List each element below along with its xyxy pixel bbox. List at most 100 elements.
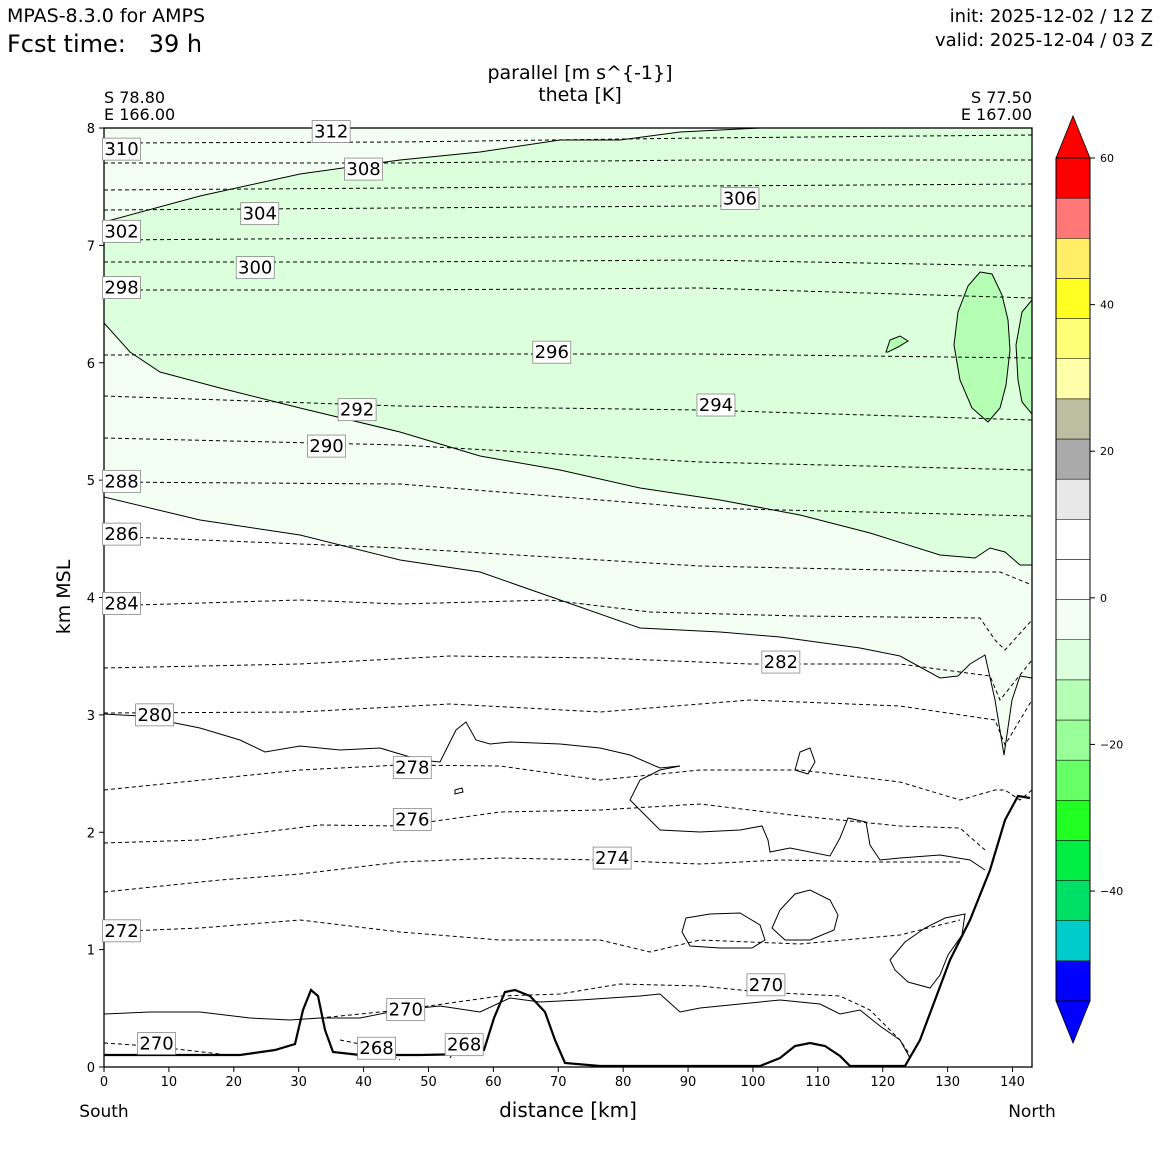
theta-label-box [102,219,141,243]
theta-label-box [761,650,801,674]
theta-label: 308 [344,157,383,181]
theta-label: 286 [102,522,141,546]
theta-label-text: 270 [749,975,783,996]
theta-label-box [102,469,141,493]
colorbar-tick-label: 20 [1100,445,1114,458]
colorbar-segment [1055,519,1091,560]
theta-label: 302 [102,219,141,243]
y-tick-label: 2 [87,826,95,841]
theta-label-text: 290 [309,436,343,457]
colorbar-segment [1055,278,1091,319]
theta-label-box [337,398,377,422]
theta-label-box [102,276,141,299]
theta-label: 268 [444,1033,484,1057]
theta-label-text: 296 [535,342,569,363]
wind-fill-strong-blob [953,271,1011,423]
theta-label: 268 [357,1036,396,1060]
colorbar-tick-label: −20 [1100,738,1123,751]
colorbar-segment [1055,197,1091,239]
colorbar-extend-min [1055,1000,1091,1045]
x-tick-label: 20 [226,1075,243,1090]
theta-label: 284 [102,592,141,615]
theta-label: 298 [102,276,141,299]
theta-label-text: 268 [359,1038,393,1059]
theta-label-text: 308 [346,159,380,180]
y-tick-label: 5 [87,474,95,489]
north-direction-label: North [1008,1102,1056,1122]
theta-label-box [392,756,432,780]
x-tick-label: 40 [355,1075,372,1090]
x-tick-label: 100 [741,1075,766,1090]
y-tick-label: 6 [87,357,95,372]
right-longitude-label: E 167.00 [961,105,1032,124]
y-axis-label: km MSL [53,559,75,634]
theta-label: 282 [761,650,801,674]
theta-label: 270 [137,1032,176,1055]
right-latitude-label: S 77.50 [971,88,1032,107]
theta-label-text: 310 [104,139,138,160]
theta-label-box [307,434,346,458]
theta-label-box [240,202,280,226]
x-tick-label: 50 [420,1075,437,1090]
x-tick-label: 10 [161,1075,178,1090]
theta-label: 278 [392,756,432,780]
theta-label-text: 294 [699,395,733,416]
colorbar-segment [1055,840,1091,881]
y-tick-label: 0 [87,1061,95,1076]
x-tick-label: 80 [615,1075,632,1090]
theta-label: 288 [102,469,141,493]
theta-label: 290 [307,434,346,458]
colorbar-segment [1055,759,1091,801]
theta-label-box [746,973,786,997]
theta-label-text: 282 [764,652,798,673]
x-tick-label: 60 [485,1075,502,1090]
theta-label-box [135,703,174,727]
theta-label: 280 [135,703,174,727]
theta-label-box [357,1036,396,1060]
south-direction-label: South [79,1102,128,1122]
theta-label-box [102,137,141,161]
theta-label: 294 [696,393,736,417]
theta-label-text: 278 [395,758,429,779]
theta-label-box [235,256,275,280]
colorbar-segment [1055,438,1091,480]
theta-label: 274 [592,846,632,870]
y-axis: 0 1 2 3 4 5 6 7 8 [87,122,104,1076]
theta-label-box [311,120,351,143]
colorbar-segment [1055,679,1091,721]
colorbar-segment [1055,559,1091,600]
theta-label-text: 276 [395,809,429,830]
x-tick-label: 120 [870,1075,895,1090]
wind-fill-strong-edge [1015,299,1032,415]
colorbar-segment [1055,157,1091,199]
theta-label-text: 274 [595,848,629,869]
colorbar-tick-label: −40 [1100,885,1123,898]
plot-area [104,128,1032,1067]
theta-label-box [532,340,572,364]
x-tick-label: 0 [100,1075,108,1090]
theta-label: 300 [235,256,275,280]
theta-label-box [386,998,426,1021]
x-tick-label: 70 [550,1075,567,1090]
x-axis: 0 10 20 30 40 50 60 70 80 90 100 110 120 130 140 [100,1067,1025,1090]
theta-label-text: 284 [104,593,138,614]
x-axis-label: distance [km] [499,1098,637,1122]
colorbar-segment [1055,238,1091,279]
colorbar-tick-label: 60 [1100,152,1114,165]
x-tick-label: 110 [805,1075,830,1090]
theta-label-box [444,1033,484,1057]
y-tick-label: 8 [87,122,95,137]
theta-label: 276 [392,807,432,831]
theta-label-text: 280 [137,705,171,726]
theta-label-text: 302 [104,221,138,242]
colorbar-segment [1055,800,1091,841]
theta-label: 270 [746,973,786,997]
colorbar-segment [1055,318,1091,359]
theta-label-text: 272 [104,921,138,942]
theta-label-box [102,592,141,615]
theta-label: 312 [311,120,351,143]
left-longitude-label: E 166.00 [104,105,175,124]
theta-label-box [102,919,141,943]
theta-label-text: 300 [238,258,272,279]
